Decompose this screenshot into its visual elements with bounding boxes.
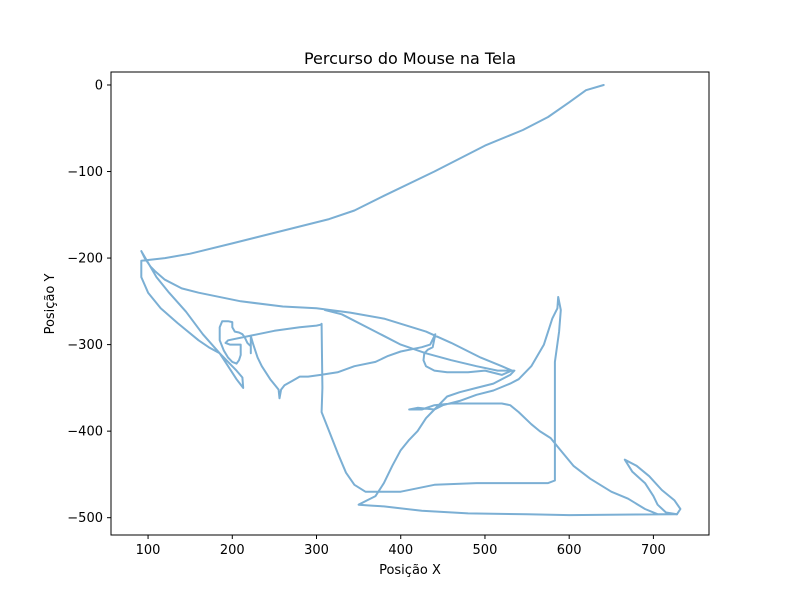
x-axis-label: Posição X — [379, 563, 441, 578]
series-line-1 — [140, 84, 678, 517]
x-axis: 100 200 300 400 500 600 700 — [136, 535, 666, 558]
x-tick-label: 300 — [304, 543, 329, 558]
x-tick-label: 600 — [557, 543, 582, 558]
x-tick-label: 200 — [220, 543, 245, 558]
y-tick-label: −100 — [67, 165, 103, 180]
y-tick-label: −500 — [67, 511, 103, 526]
y-tick-label: 0 — [95, 78, 103, 93]
y-tick-label: −200 — [67, 252, 103, 267]
y-tick-label: −400 — [67, 425, 103, 440]
plot-lines — [140, 84, 682, 517]
y-tick-label: −300 — [67, 338, 103, 353]
x-tick-label: 500 — [473, 543, 498, 558]
plot-frame — [110, 71, 710, 536]
series-line-2 — [623, 458, 682, 516]
chart-title: Percurso do Mouse na Tela — [304, 49, 516, 68]
y-axis-label: Posição Y — [43, 274, 58, 335]
x-tick-label: 400 — [388, 543, 413, 558]
x-tick-label: 700 — [641, 543, 666, 558]
x-tick-label: 100 — [136, 543, 161, 558]
y-axis: 0 −100 −200 −300 −400 −500 — [67, 78, 111, 526]
